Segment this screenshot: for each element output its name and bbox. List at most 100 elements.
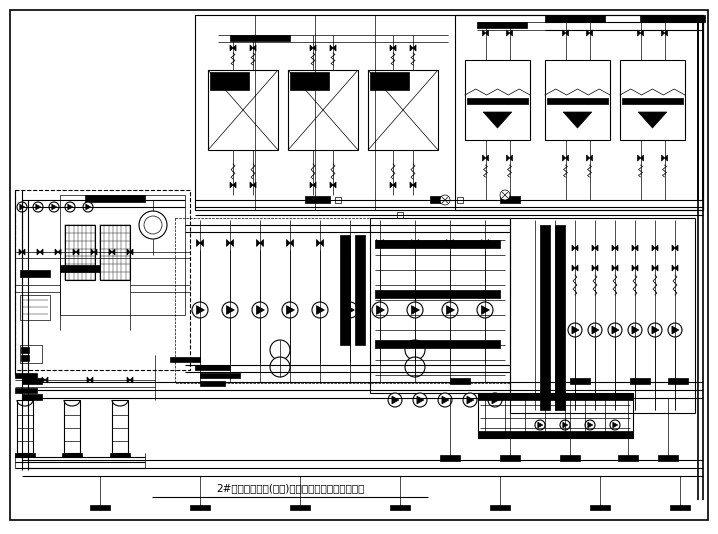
Bar <box>195 365 230 370</box>
Circle shape <box>33 202 43 212</box>
Polygon shape <box>347 305 355 315</box>
Polygon shape <box>442 396 449 404</box>
Circle shape <box>144 216 162 234</box>
Polygon shape <box>592 245 595 251</box>
Text: 2#制冷换热机房(公建)空调冷热水制备系统原理图: 2#制冷换热机房(公建)空调冷热水制备系统原理图 <box>216 483 364 493</box>
Bar <box>15 453 35 457</box>
Polygon shape <box>333 182 336 188</box>
Polygon shape <box>413 182 416 188</box>
Polygon shape <box>638 112 667 128</box>
Bar <box>555 225 565 410</box>
Polygon shape <box>200 240 203 247</box>
Bar <box>22 394 42 400</box>
Polygon shape <box>482 240 485 247</box>
Circle shape <box>65 202 75 212</box>
Circle shape <box>477 302 493 318</box>
Polygon shape <box>655 265 658 271</box>
Polygon shape <box>85 204 90 210</box>
Polygon shape <box>589 155 592 161</box>
Polygon shape <box>333 45 336 51</box>
Polygon shape <box>664 30 668 36</box>
Polygon shape <box>233 45 236 51</box>
Polygon shape <box>587 155 589 161</box>
Polygon shape <box>640 155 643 161</box>
Polygon shape <box>42 377 45 383</box>
Bar <box>288 70 358 150</box>
Bar <box>397 212 403 218</box>
Bar <box>622 98 683 104</box>
Polygon shape <box>413 45 416 51</box>
Bar <box>545 60 610 140</box>
Polygon shape <box>390 182 393 188</box>
Circle shape <box>585 420 595 430</box>
Bar <box>62 453 82 457</box>
Bar <box>305 196 330 203</box>
Polygon shape <box>67 204 73 210</box>
Polygon shape <box>587 30 589 36</box>
Circle shape <box>17 202 27 212</box>
Polygon shape <box>652 326 659 334</box>
Bar <box>112 400 128 453</box>
Bar <box>195 15 703 210</box>
Polygon shape <box>19 249 22 255</box>
Polygon shape <box>635 265 638 271</box>
Polygon shape <box>638 155 640 161</box>
Circle shape <box>440 195 450 205</box>
Polygon shape <box>127 249 130 255</box>
Bar <box>210 72 248 90</box>
Circle shape <box>608 323 622 337</box>
Polygon shape <box>632 245 635 251</box>
Polygon shape <box>130 249 133 255</box>
Bar <box>465 60 530 140</box>
Polygon shape <box>652 265 655 271</box>
Polygon shape <box>250 45 253 51</box>
Bar <box>15 190 190 370</box>
Polygon shape <box>450 240 454 247</box>
Polygon shape <box>90 377 93 383</box>
Bar <box>60 195 185 315</box>
Polygon shape <box>640 30 643 36</box>
Bar <box>17 400 33 453</box>
Circle shape <box>405 340 425 360</box>
Polygon shape <box>563 112 592 128</box>
Circle shape <box>560 420 570 430</box>
Polygon shape <box>595 265 598 271</box>
Polygon shape <box>286 240 290 247</box>
Polygon shape <box>447 240 450 247</box>
Bar <box>545 15 605 22</box>
Polygon shape <box>482 155 485 161</box>
Bar <box>640 15 705 22</box>
Polygon shape <box>612 422 617 428</box>
Polygon shape <box>483 112 512 128</box>
Polygon shape <box>672 265 675 271</box>
Polygon shape <box>310 182 313 188</box>
Bar <box>490 505 510 510</box>
Circle shape <box>628 323 642 337</box>
Bar <box>90 505 110 510</box>
Polygon shape <box>37 249 40 255</box>
Polygon shape <box>485 155 488 161</box>
Bar <box>547 98 608 104</box>
Circle shape <box>407 302 423 318</box>
Circle shape <box>49 202 59 212</box>
Polygon shape <box>411 305 419 315</box>
Bar <box>200 373 240 378</box>
Circle shape <box>438 393 452 407</box>
Polygon shape <box>376 240 380 247</box>
Polygon shape <box>417 396 424 404</box>
Bar <box>370 72 409 90</box>
Polygon shape <box>317 240 320 247</box>
Polygon shape <box>87 377 90 383</box>
Polygon shape <box>376 305 384 315</box>
Circle shape <box>139 211 167 239</box>
Polygon shape <box>76 249 79 255</box>
Bar <box>375 290 500 298</box>
Bar <box>65 225 95 280</box>
Bar <box>290 72 329 90</box>
Polygon shape <box>392 396 399 404</box>
Bar <box>175 218 510 383</box>
Polygon shape <box>482 30 485 36</box>
Polygon shape <box>661 155 664 161</box>
Circle shape <box>535 420 545 430</box>
Polygon shape <box>612 245 615 251</box>
